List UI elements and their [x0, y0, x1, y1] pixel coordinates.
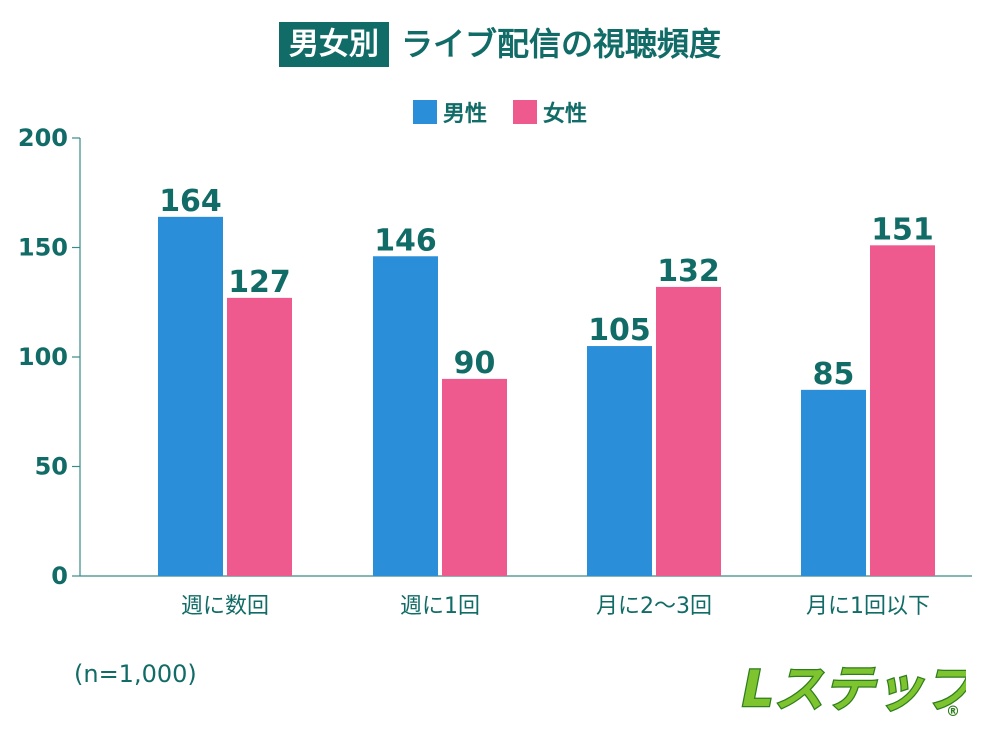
- chart-title: 男女別 ライブ配信の視聴頻度: [0, 22, 1000, 67]
- brand-logo: Lステップ ®: [741, 659, 966, 720]
- sample-size-note: (n=1,000): [74, 660, 197, 688]
- y-tick-label: 150: [18, 234, 68, 262]
- bar-female: [870, 245, 935, 576]
- data-label: 85: [813, 357, 855, 392]
- legend-item-male: 男性: [412, 96, 487, 128]
- x-tick-label: 月に1回以下: [806, 594, 930, 619]
- registered-mark: ®: [946, 704, 960, 720]
- bar-female: [656, 286, 721, 576]
- y-tick-label: 200: [18, 124, 68, 152]
- y-tick-label: 0: [51, 562, 68, 590]
- legend-label-male: 男性: [442, 102, 487, 127]
- bar-male: [587, 346, 652, 576]
- data-label: 164: [159, 184, 222, 219]
- x-tick-label: 週に1回: [400, 594, 480, 619]
- x-tick-label: 週に数回: [181, 594, 269, 619]
- title-tag: 男女別: [278, 22, 389, 67]
- brand-logo-text: Lステップ: [742, 660, 966, 718]
- bar-male: [801, 389, 866, 576]
- data-label: 105: [588, 313, 651, 348]
- bar-male: [373, 256, 438, 576]
- data-label: 146: [374, 223, 437, 258]
- legend-item-female: 女性: [513, 96, 587, 128]
- legend-swatch-male: [412, 100, 437, 124]
- x-tick-label: 月に2〜3回: [596, 594, 712, 619]
- legend: 男性 女性: [0, 96, 1000, 128]
- data-label: 151: [871, 212, 934, 247]
- bar-male: [158, 216, 223, 576]
- legend-label-female: 女性: [543, 102, 588, 127]
- data-label: 90: [454, 346, 496, 381]
- legend-swatch-female: [513, 100, 537, 124]
- data-label: 127: [228, 265, 291, 300]
- y-tick-label: 100: [18, 343, 68, 371]
- y-tick-label: 50: [35, 453, 68, 481]
- data-label: 132: [657, 254, 720, 289]
- bar-female: [227, 297, 292, 576]
- title-main: ライブ配信の視聴頻度: [400, 24, 721, 63]
- bar-female: [442, 378, 507, 576]
